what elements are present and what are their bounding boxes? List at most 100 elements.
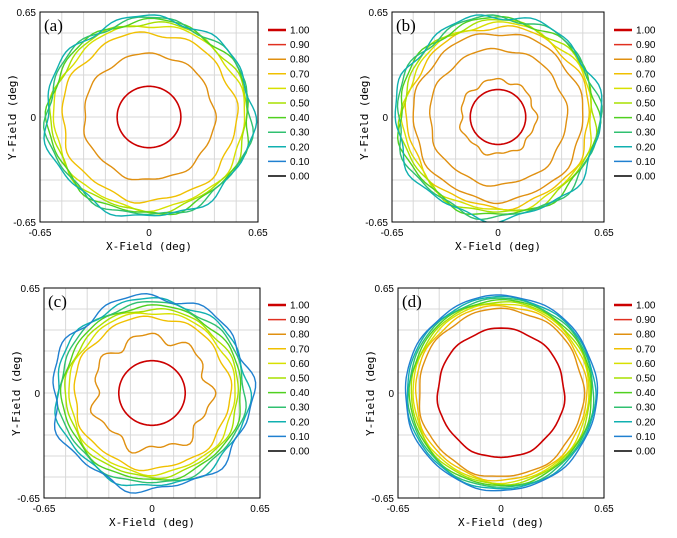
plot-border [39, 11, 259, 223]
contour-line-0-80 [418, 307, 586, 477]
legend-entry: 0.00 [290, 172, 310, 183]
contour-group [52, 292, 257, 494]
contour-line-0-70 [414, 304, 588, 482]
legend-entry: 1.00 [290, 301, 310, 312]
legend-entry: 0.10 [636, 432, 656, 443]
legend-entry: 0.50 [636, 374, 656, 385]
contour-line-0-10 [52, 292, 257, 494]
contour-line-0-40 [408, 298, 593, 487]
legend-entry: 0.30 [636, 403, 656, 414]
contour-line-0-20 [394, 14, 603, 222]
contour-line-0-10 [404, 294, 599, 492]
x-tick-label: 0 [146, 228, 152, 239]
legend-entry: 0.30 [290, 403, 310, 414]
contour-line-0-50 [410, 301, 592, 486]
legend-entry: 0.30 [290, 128, 310, 139]
contour-line-0-70 [404, 25, 591, 211]
legend-entry: 0.40 [290, 388, 310, 399]
x-tick-label: 0 [498, 504, 504, 515]
y-tick-label: 0.65 [17, 8, 37, 19]
contour-line-0-80 [458, 77, 539, 156]
legend: 1.00 0.90 0.80 0.70 0.60 0.50 0.40 0.30 0.20 0.10… [268, 301, 310, 458]
chart-panel-c: (c) -0.65 0 0.65 0.65 0 -0.65 X-Field (deg) Y-Fi… [10, 284, 310, 529]
legend-entry: 0.20 [636, 142, 656, 153]
legend-entry: 0.70 [636, 344, 656, 355]
x-axis-label: X-Field (deg) [106, 240, 192, 253]
legend-entry: 0.70 [636, 69, 656, 80]
legend-entry: 0.60 [636, 359, 656, 370]
legend-entry: 0.20 [290, 417, 310, 428]
x-axis-label: X-Field (deg) [109, 516, 195, 529]
x-tick-label: -0.65 [29, 228, 52, 239]
y-tick-label: 0 [388, 389, 394, 400]
contour-line-0-80 [412, 33, 584, 205]
legend-entry: 0.00 [290, 447, 310, 458]
contour-line-0-40 [396, 15, 602, 216]
legend-entry: 0.50 [290, 99, 310, 110]
grid [40, 12, 258, 222]
contour-line-1-00 [118, 359, 186, 427]
contour-line-0-60 [412, 303, 590, 485]
contour-line-0-70 [61, 31, 239, 204]
y-tick-label: -0.65 [13, 218, 36, 229]
legend-entry: 0.70 [290, 344, 310, 355]
x-tick-label: 0.65 [594, 228, 614, 239]
y-axis-label: Y-Field (deg) [10, 350, 23, 436]
x-tick-label: 0.65 [594, 504, 614, 515]
y-tick-label: -0.65 [365, 218, 388, 229]
y-tick-label: 0 [34, 389, 40, 400]
legend-entry: 0.70 [290, 69, 310, 80]
panel-label: (c) [48, 292, 67, 311]
x-tick-label: 0.65 [250, 504, 270, 515]
plot-border [391, 11, 605, 223]
contour-group [42, 14, 258, 217]
legend-entry: 0.20 [290, 142, 310, 153]
chart-panel-d: (d) -0.65 0 0.65 0.65 0 -0.65 X-Field (deg) Y-Fi… [364, 284, 656, 529]
legend: 1.00 0.90 0.80 0.70 0.60 0.50 0.40 0.30 0.20 0.10… [614, 301, 656, 458]
plot-border [43, 287, 261, 499]
contour-group [404, 294, 599, 492]
legend-entry: 0.80 [290, 55, 310, 66]
legend-entry: 0.60 [636, 84, 656, 95]
legend-entry: 0.60 [290, 359, 310, 370]
legend-entry: 0.10 [290, 432, 310, 443]
y-tick-label: -0.65 [371, 494, 394, 505]
legend-entry: 0.80 [636, 330, 656, 341]
legend-entry: 0.50 [636, 99, 656, 110]
legend-entry: 0.40 [636, 113, 656, 124]
contour-line-0-20 [43, 14, 258, 217]
x-tick-label: 0 [495, 228, 501, 239]
x-tick-label: -0.65 [33, 504, 56, 515]
contour-line-0-80 [428, 47, 569, 187]
panel-label: (b) [396, 16, 416, 35]
y-tick-label: 0 [30, 113, 36, 124]
panel-label: (d) [402, 292, 422, 311]
x-axis-label: X-Field (deg) [455, 240, 541, 253]
legend-entry: 0.90 [636, 40, 656, 51]
plot-border [397, 287, 605, 499]
contour-line-1-00 [436, 327, 566, 459]
contour-line-0-80 [83, 52, 218, 181]
legend-entry: 0.10 [290, 157, 310, 168]
legend-entry: 1.00 [290, 26, 310, 37]
legend-entry: 0.40 [636, 388, 656, 399]
contour-line-0-60 [52, 25, 246, 213]
y-tick-label: 0.65 [21, 284, 41, 295]
legend-entry: 0.10 [636, 157, 656, 168]
y-axis-label: Y-Field (deg) [364, 350, 377, 436]
legend-entry: 0.00 [636, 447, 656, 458]
contour-line-0-70 [73, 315, 233, 472]
legend-entry: 0.40 [290, 113, 310, 124]
y-axis-label: Y-Field (deg) [358, 74, 371, 160]
contour-line-0-50 [64, 307, 240, 480]
contour-group [394, 14, 603, 222]
contour-line-0-30 [42, 16, 255, 216]
contour-line-1-00 [469, 88, 527, 146]
legend-entry: 0.90 [290, 315, 310, 326]
panel-label: (a) [44, 16, 63, 35]
chart-panel-a: (a) -0.65 0 0.65 0.65 0 -0.65 X-Field (deg) Y-Fi… [6, 8, 310, 253]
legend-entry: 0.20 [636, 417, 656, 428]
x-tick-label: -0.65 [381, 228, 404, 239]
y-axis-label: Y-Field (deg) [6, 74, 19, 160]
